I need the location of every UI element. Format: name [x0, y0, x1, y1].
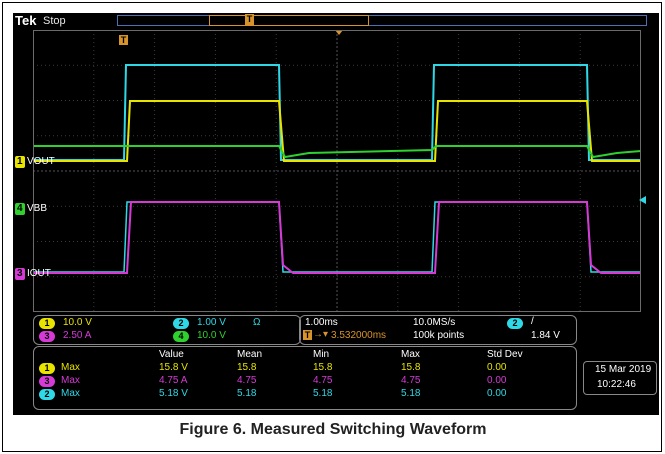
meas-row2-stddev: 0.00: [487, 375, 507, 386]
oscilloscope-screen: Tek Stop T T 1 VOUT 4 VBB 3 IOUT 1 10.0 …: [13, 13, 659, 415]
meas-row3-stddev: 0.00: [487, 388, 507, 399]
meas-row2-badge[interactable]: 3: [39, 376, 55, 387]
graticule: [33, 30, 641, 312]
record-length: 100k points: [413, 330, 465, 341]
ch4-label: VBB: [27, 203, 48, 214]
ch3-label: IOUT: [27, 268, 51, 279]
acquisition-state[interactable]: Stop: [43, 15, 66, 27]
meas-row3-min: 5.18: [313, 388, 333, 399]
ch4-badge[interactable]: 4: [173, 331, 189, 342]
time-per-div[interactable]: 1.00ms: [305, 317, 338, 328]
ch3-badge[interactable]: 3: [39, 331, 55, 342]
channel-scale-panel[interactable]: [33, 315, 301, 345]
trigger-level[interactable]: 1.84 V: [531, 330, 560, 341]
meas-row3-badge[interactable]: 2: [39, 389, 55, 400]
record-view-bar[interactable]: [117, 15, 647, 26]
status-bar: Tek Stop T: [13, 13, 659, 29]
col-header-value: Value: [159, 349, 184, 360]
meas-row3-mean: 5.18: [237, 388, 257, 399]
meas-row2-min: 4.75: [313, 375, 333, 386]
meas-row1-value: 15.8 V: [159, 362, 188, 373]
ch2-badge[interactable]: 2: [173, 318, 189, 329]
time-display: 10:22:46: [597, 379, 636, 390]
col-header-mean: Mean: [237, 349, 263, 360]
meas-row3-max: 5.18: [401, 388, 421, 399]
meas-row2-max: 4.75: [401, 375, 421, 386]
ch3-scale[interactable]: 2.50 A: [63, 330, 92, 341]
meas-row2-value: 4.75 A: [159, 375, 188, 386]
graticule-frame: [33, 30, 641, 312]
record-trigger-marker: T: [245, 14, 254, 25]
ch2-termination-icon: Ω: [253, 317, 261, 328]
ch3-marker[interactable]: 3: [15, 268, 25, 280]
meas-row2-label: Max: [61, 375, 80, 386]
brand-logo: Tek: [15, 13, 37, 28]
meas-row3-value: 5.18 V: [159, 388, 188, 399]
meas-row1-min: 15.8: [313, 362, 333, 373]
trigger-slope-icon: /: [531, 316, 534, 327]
meas-row2-mean: 4.75: [237, 375, 257, 386]
ch1-badge[interactable]: 1: [39, 318, 55, 329]
meas-row1-label: Max: [61, 362, 80, 373]
trigger-level-arrow[interactable]: [639, 196, 649, 206]
ch1-trace: [33, 100, 641, 162]
col-header-max: Max: [401, 349, 420, 360]
ch2-scale[interactable]: 1.00 V: [197, 317, 226, 328]
trigger-marker: T: [119, 35, 128, 45]
sample-rate: 10.0MS/s: [413, 317, 456, 328]
timebase-panel[interactable]: [299, 315, 577, 345]
meas-row1-badge[interactable]: 1: [39, 363, 55, 374]
ch1-label: VOUT: [27, 156, 55, 167]
ch1-scale[interactable]: 10.0 V: [63, 317, 92, 328]
horizontal-position-trigger-icon: T: [303, 330, 312, 340]
record-view-window[interactable]: [209, 15, 369, 26]
col-header-stddev: Std Dev: [487, 349, 523, 360]
ch1-marker[interactable]: 1: [15, 156, 25, 168]
meas-row1-max: 15.8: [401, 362, 421, 373]
col-header-min: Min: [313, 349, 330, 360]
waveform-display[interactable]: [13, 13, 659, 415]
meas-row3-label: Max: [61, 388, 80, 399]
meas-row1-mean: 15.8: [237, 362, 257, 373]
ch4-marker[interactable]: 4: [15, 203, 25, 215]
measurement-panel[interactable]: [33, 346, 577, 410]
ch4-trace: [33, 145, 642, 159]
waveform-traces: [33, 64, 642, 274]
position-arrow-icon: →▾: [313, 329, 329, 340]
date-display: 15 Mar 2019: [595, 364, 652, 375]
datetime-panel[interactable]: [583, 361, 657, 395]
ch4-scale[interactable]: 10.0 V: [197, 330, 226, 341]
figure-caption: Figure 6. Measured Switching Waveform: [179, 421, 487, 438]
meas-row1-stddev: 0.00: [487, 362, 507, 373]
trigger-position-arrow[interactable]: [335, 30, 343, 35]
trigger-source-badge[interactable]: 2: [507, 318, 523, 329]
horizontal-position[interactable]: 3.532000ms: [331, 330, 387, 341]
ch3-trace: [33, 201, 641, 274]
